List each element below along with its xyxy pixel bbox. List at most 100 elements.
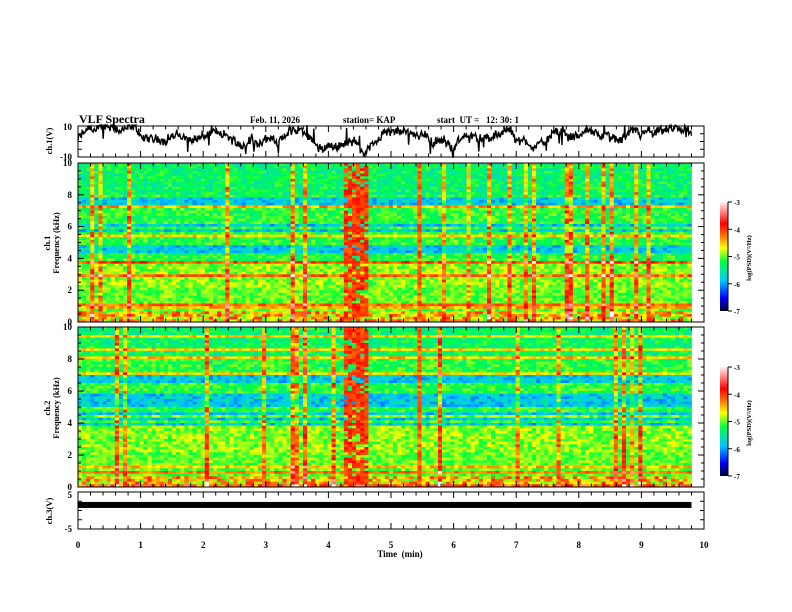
spectrogram-cell xyxy=(491,223,496,227)
spectrogram-cell xyxy=(540,165,545,169)
spectrogram-cell xyxy=(478,213,484,217)
spectrogram-cell xyxy=(282,168,287,172)
spectrogram-cell xyxy=(581,234,586,238)
spectrogram-cell xyxy=(298,192,304,196)
spectrogram-cell xyxy=(151,194,157,198)
spectrogram-cell xyxy=(593,229,598,233)
spectrogram-cell xyxy=(433,221,439,225)
spectrogram-cell xyxy=(626,176,631,180)
spectrogram-cell xyxy=(437,168,443,172)
spectrogram-cell xyxy=(679,170,684,174)
spectrogram-cell xyxy=(552,189,557,193)
spectrogram-cell xyxy=(642,229,647,233)
spectrogram-cell xyxy=(102,226,108,230)
spectrogram-cell xyxy=(630,202,635,206)
spectrogram-cell xyxy=(683,186,688,190)
spectrogram-cell xyxy=(572,192,578,196)
spectrogram-cell xyxy=(687,202,692,206)
spectrogram-cell xyxy=(135,208,140,212)
spectrogram-cell xyxy=(392,231,398,235)
spectrogram-cell xyxy=(315,181,320,185)
spectrogram-cell xyxy=(527,184,533,188)
spectrogram-cell xyxy=(298,239,304,243)
spectrogram-cell xyxy=(241,223,247,227)
spectrogram-cell xyxy=(159,223,165,227)
spectrogram-cell xyxy=(650,163,656,167)
spectrogram-cell xyxy=(544,213,549,217)
spectrogram-cell xyxy=(257,210,263,214)
spectrogram-cell xyxy=(470,178,476,182)
spectrogram-cell xyxy=(167,247,173,251)
spectrogram-cell xyxy=(572,239,578,243)
spectrogram-cell xyxy=(417,170,422,174)
spectrogram-cell xyxy=(135,197,140,201)
spectrogram-cell xyxy=(90,234,95,238)
spectrogram-cell xyxy=(364,231,369,235)
spectrogram-cell xyxy=(376,202,382,206)
spectrogram-cell xyxy=(339,231,345,235)
spectrogram-cell xyxy=(237,221,242,225)
spectrogram-cell xyxy=(548,231,553,235)
spectrogram-cell xyxy=(683,210,688,214)
spectrogram-cell xyxy=(282,178,287,182)
spectrogram-cell xyxy=(188,242,193,246)
spectrogram-cell xyxy=(225,176,230,180)
spectrogram-cell xyxy=(302,186,308,190)
spectrogram-cell xyxy=(531,242,537,246)
spectrogram-cell xyxy=(544,234,549,238)
spectrogram-cell xyxy=(409,239,414,243)
spectrogram-cell xyxy=(110,168,116,172)
spectrogram-cell xyxy=(450,194,455,198)
spectrogram-cell xyxy=(196,200,202,204)
spectrogram-cell xyxy=(417,184,422,188)
spectrogram-cell xyxy=(446,194,451,198)
spectrogram-cell xyxy=(646,181,651,185)
spectrogram-cell xyxy=(221,170,226,174)
spectrogram-cell xyxy=(286,168,292,172)
spectrogram-cell xyxy=(409,205,414,209)
spectrogram-cell xyxy=(515,239,521,243)
spectrogram-cell xyxy=(630,216,635,220)
spectrogram-cell xyxy=(544,163,549,167)
spectrogram-cell xyxy=(352,234,357,238)
spectrogram-cell xyxy=(564,200,570,204)
spectrogram-cell xyxy=(605,231,611,235)
spectrogram-cell xyxy=(315,213,320,217)
spectrogram-cell xyxy=(319,178,324,182)
spectrogram-cell xyxy=(90,202,95,206)
spectrogram-cell xyxy=(454,197,459,201)
spectrogram-cell xyxy=(221,173,226,177)
spectrogram-cell xyxy=(560,176,566,180)
spectrogram-cell xyxy=(560,231,566,235)
spectrogram-cell xyxy=(466,197,472,201)
spectrogram-cell xyxy=(159,197,165,201)
spectrogram-cell xyxy=(184,208,189,212)
spectrogram-cell xyxy=(556,202,561,206)
spectrogram-cell xyxy=(118,245,124,249)
spectrogram-cell xyxy=(429,181,435,185)
spectrogram-cell xyxy=(421,245,427,249)
spectrogram-cell xyxy=(245,197,251,201)
spectrogram-cell xyxy=(204,226,210,230)
spectrogram-cell xyxy=(515,165,521,169)
spectrogram-cell xyxy=(429,178,435,182)
spectrogram-cell xyxy=(531,245,537,249)
spectrogram-cell xyxy=(523,221,529,225)
spectrogram-cell xyxy=(646,197,651,201)
spectrogram-cell xyxy=(208,186,214,190)
spectrogram-cell xyxy=(352,221,357,225)
spectrogram-cell xyxy=(278,186,283,190)
spectrogram-cell xyxy=(229,165,234,169)
spectrogram-cell xyxy=(127,178,132,182)
spectrogram-cell xyxy=(90,186,95,190)
spectrogram-cell xyxy=(605,202,611,206)
spectrogram-cell xyxy=(106,168,112,172)
spectrogram-cell xyxy=(196,176,202,180)
spectrogram-cell xyxy=(143,223,148,227)
spectrogram-cell xyxy=(184,170,189,174)
spectrogram-cell xyxy=(86,181,91,185)
spectrogram-cell xyxy=(286,229,292,233)
spectrogram-cell xyxy=(188,229,193,233)
spectrogram-cell xyxy=(486,176,492,180)
spectrogram-cell xyxy=(86,202,91,206)
